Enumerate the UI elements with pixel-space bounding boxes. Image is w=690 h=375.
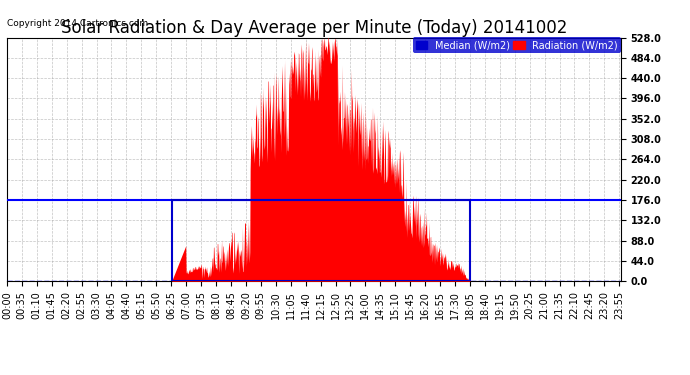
Legend: Median (W/m2), Radiation (W/m2): Median (W/m2), Radiation (W/m2) — [413, 38, 621, 53]
Title: Solar Radiation & Day Average per Minute (Today) 20141002: Solar Radiation & Day Average per Minute… — [61, 20, 567, 38]
Text: Copyright 2014 Cartronics.com: Copyright 2014 Cartronics.com — [7, 19, 148, 28]
Bar — [172, 200, 471, 281]
